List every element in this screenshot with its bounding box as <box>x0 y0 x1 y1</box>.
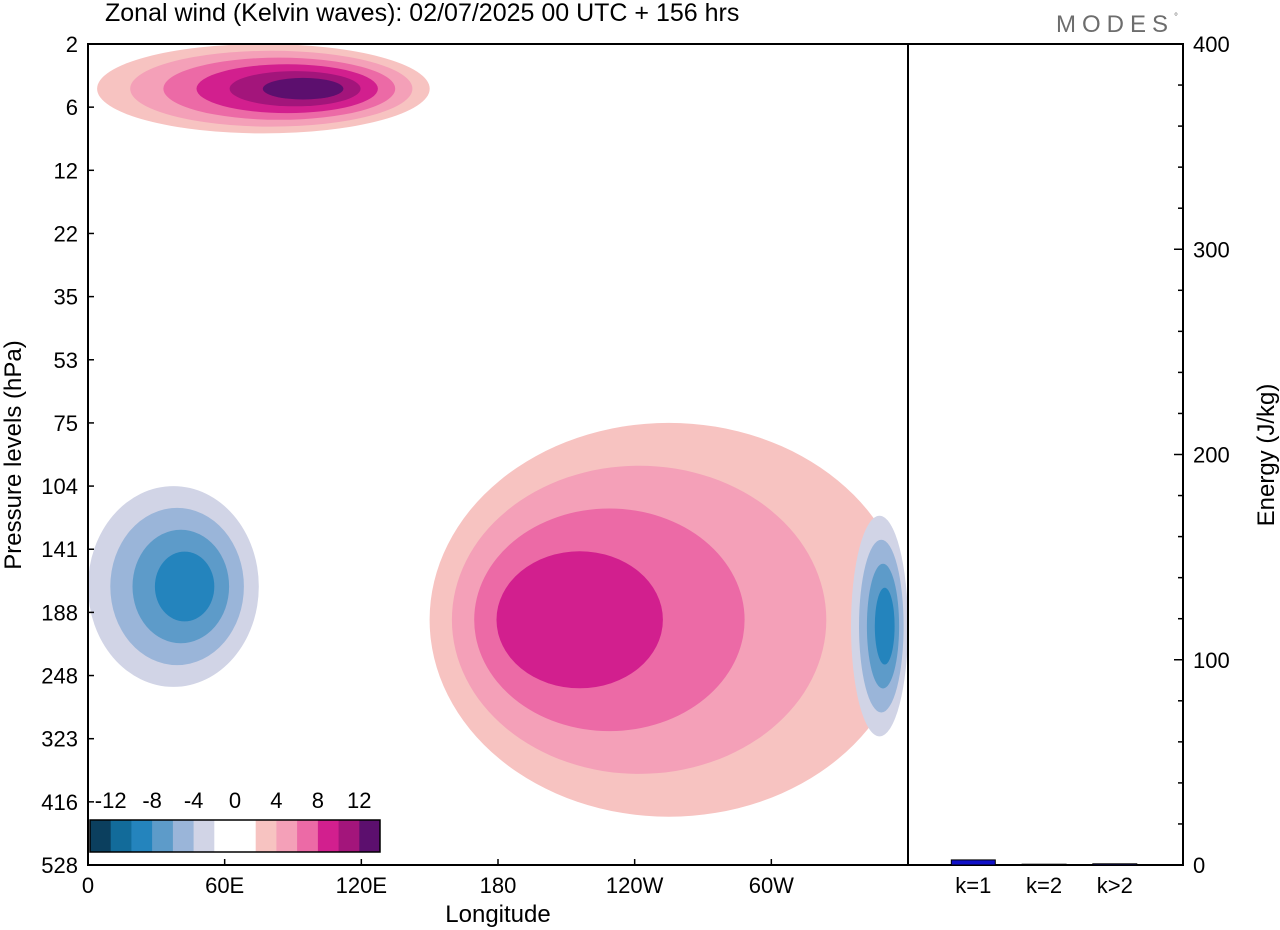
x-tick-label: 180 <box>480 873 517 898</box>
colorbar-label: -8 <box>142 788 162 813</box>
colorbar-swatch <box>255 820 277 852</box>
energy-bar <box>1092 863 1138 866</box>
colorbar-label: -12 <box>95 788 127 813</box>
x-tick-label: 0 <box>82 873 94 898</box>
colorbar-swatch <box>359 820 381 852</box>
heatmap-ylabel: Pressure levels (hPa) <box>0 340 27 569</box>
colorbar-label: 8 <box>312 788 324 813</box>
y-tick-label: 323 <box>41 727 78 752</box>
y-tick-label: 2 <box>66 32 78 57</box>
colorbar-label: 12 <box>347 788 371 813</box>
energy-panel: 0 100 200 300 400 k=1 k=2 k>2 Energy (J/kg) <box>907 32 1280 898</box>
colorbar-swatch <box>131 820 153 852</box>
energy-x-axis: k=1 k=2 k>2 <box>955 873 1133 898</box>
energy-tick-label: 100 <box>1193 648 1230 673</box>
heatmap-x-axis: 0 60E 120E 180 120W 60W <box>82 859 794 898</box>
x-tick-label: 120W <box>606 873 664 898</box>
colorbar-swatch <box>338 820 360 852</box>
energy-bar <box>950 859 996 866</box>
energy-tick-label: 0 <box>1193 853 1205 878</box>
energy-category-label: k=1 <box>955 873 991 898</box>
y-tick-label: 104 <box>41 474 78 499</box>
y-tick-label: 416 <box>41 790 78 815</box>
colorbar-swatch <box>297 820 319 852</box>
colorbar-swatch <box>110 820 132 852</box>
heatmap-contours <box>88 44 908 817</box>
x-tick-label: 60W <box>749 873 794 898</box>
energy-y-axis: 0 100 200 300 400 <box>1174 32 1230 878</box>
y-tick-label: 528 <box>41 853 78 878</box>
contour-band <box>154 551 215 622</box>
contour-band <box>874 587 895 665</box>
colorbar-swatch <box>90 820 112 852</box>
colorbar-swatch <box>214 820 236 852</box>
energy-bars <box>950 859 1138 866</box>
y-tick-label: 188 <box>41 600 78 625</box>
heatmap-xlabel: Longitude <box>445 901 550 928</box>
energy-category-label: k>2 <box>1097 873 1133 898</box>
energy-tick-label: 400 <box>1193 32 1230 57</box>
colorbar-label: 0 <box>229 788 241 813</box>
energy-ylabel: Energy (J/kg) <box>1253 384 1280 527</box>
y-tick-label: 12 <box>54 158 78 183</box>
heatmap-panel: -12 -8 -4 0 4 8 12 0 60E 120E 180 120W 60W 2 6 12 22 35… <box>0 32 909 928</box>
heatmap-y-axis: 2 6 12 22 35 53 75 104 141 188 248 323 416 528 <box>41 32 94 878</box>
y-tick-label: 35 <box>54 285 78 310</box>
energy-tick-label: 300 <box>1193 237 1230 262</box>
energy-bar <box>1021 863 1067 866</box>
colorbar: -12 -8 -4 0 4 8 12 <box>88 786 384 865</box>
colorbar-label: -4 <box>184 788 204 813</box>
colorbar-swatch <box>235 820 257 852</box>
y-tick-label: 53 <box>54 348 78 373</box>
y-tick-label: 75 <box>54 411 78 436</box>
colorbar-label: 4 <box>270 788 282 813</box>
energy-category-label: k=2 <box>1026 873 1062 898</box>
x-tick-label: 120E <box>336 873 387 898</box>
x-tick-label: 60E <box>205 873 244 898</box>
colorbar-swatch <box>152 820 174 852</box>
contour-band <box>496 551 663 689</box>
colorbar-swatch <box>172 820 195 852</box>
y-tick-label: 248 <box>41 664 78 689</box>
colorbar-swatch <box>317 820 340 852</box>
colorbar-frame <box>89 819 381 853</box>
energy-tick-label: 200 <box>1193 443 1230 468</box>
colorbar-swatch <box>193 820 215 852</box>
colorbar-swatch <box>276 820 298 852</box>
y-tick-label: 22 <box>54 221 78 246</box>
chart-title: Zonal wind (Kelvin waves): 02/07/2025 00… <box>105 0 739 27</box>
brand-logo: MODES° <box>1056 11 1184 38</box>
contour-band <box>262 77 344 100</box>
y-tick-label: 6 <box>66 95 78 120</box>
y-tick-label: 141 <box>41 537 78 562</box>
